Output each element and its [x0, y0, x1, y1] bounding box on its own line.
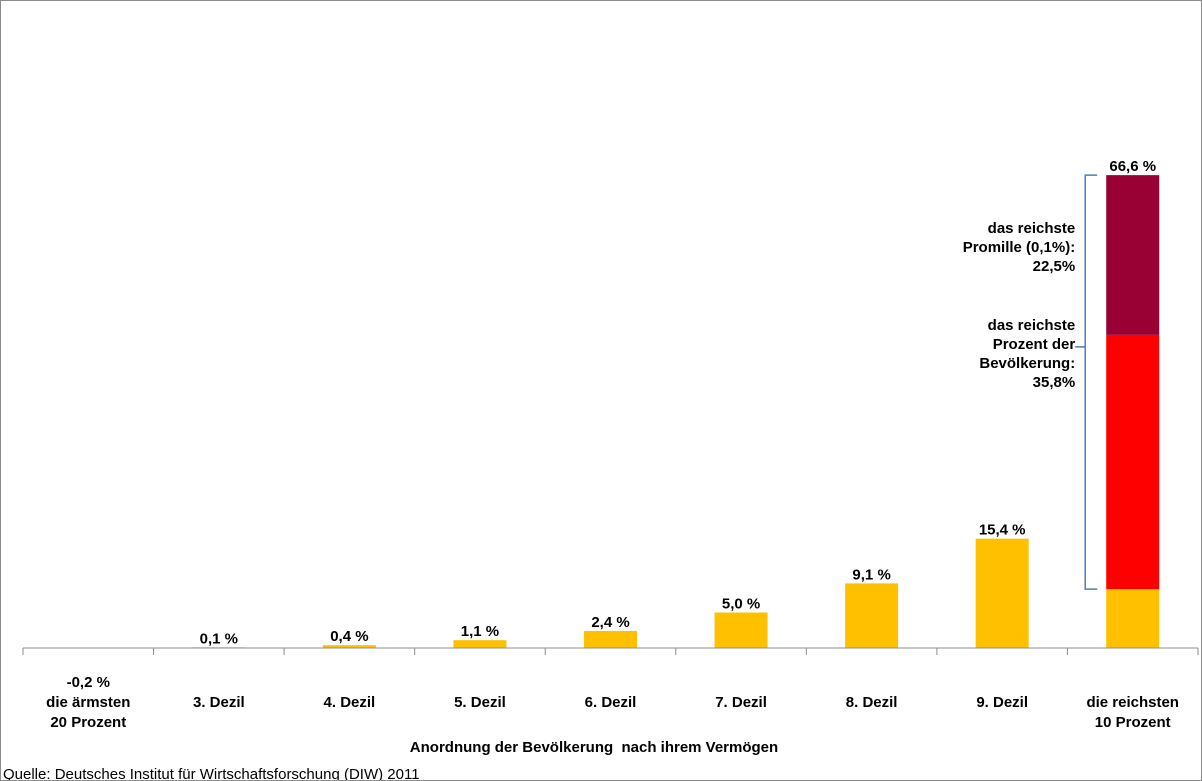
category-label-5: 7. Dezil: [715, 694, 767, 711]
value-label-4: 2,4 %: [591, 614, 629, 631]
bar-5: [714, 612, 768, 648]
bar-3: [453, 640, 507, 648]
value-label-1: 0,1 %: [200, 630, 238, 647]
category-label-8: die reichsten 10 Prozent: [1086, 694, 1179, 731]
value-label-8: 66,6 %: [1109, 158, 1156, 175]
value-label-2: 0,4 %: [330, 628, 368, 645]
x-axis-title: Anordnung der Bevölkerung nach ihrem Ver…: [410, 739, 778, 756]
category-label-0: die ärmsten 20 Prozent: [46, 694, 130, 731]
annotation-1: das reichste Prozent der Bevölkerung: 35,8%: [979, 317, 1075, 391]
category-label-2: 4. Dezil: [324, 694, 376, 711]
bar-6: [845, 583, 899, 648]
category-label-7: 9. Dezil: [976, 694, 1028, 711]
value-label-5: 5,0 %: [722, 596, 760, 613]
category-label-1: 3. Dezil: [193, 694, 245, 711]
annotation-0: das reichste Promille (0,1%): 22,5%: [963, 220, 1076, 275]
bar-segment-0: [1106, 589, 1160, 648]
value-label-6: 9,1 %: [852, 566, 890, 583]
category-label-6: 8. Dezil: [846, 694, 898, 711]
value-label-0: -0,2 %: [67, 674, 110, 691]
bar-segment-2: [1106, 175, 1160, 335]
category-label-3: 5. Dezil: [454, 694, 506, 711]
bar-segment-1: [1106, 334, 1160, 590]
category-label-4: 6. Dezil: [585, 694, 637, 711]
source-note: Quelle: Deutsches Institut für Wirtschaf…: [3, 766, 420, 780]
bar-4: [584, 630, 637, 648]
bar-7: [975, 538, 1029, 648]
value-label-7: 15,4 %: [979, 522, 1026, 539]
bar-2: [322, 645, 376, 648]
value-label-3: 1,1 %: [461, 623, 499, 640]
breakdown-bracket: [1084, 174, 1098, 590]
